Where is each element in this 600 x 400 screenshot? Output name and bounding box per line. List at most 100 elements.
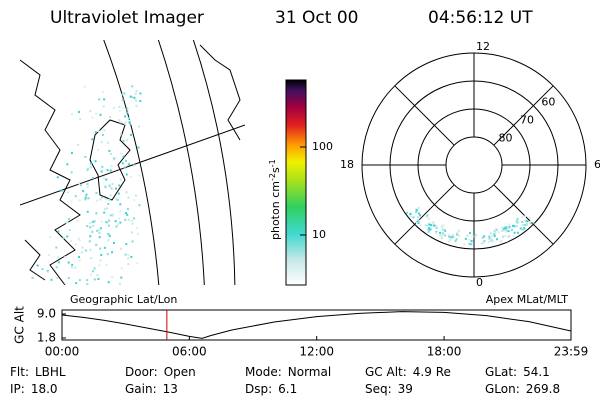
speckle	[47, 271, 50, 274]
info-field: GLat: 54.1	[485, 365, 550, 379]
speckle	[107, 203, 110, 206]
speckle	[137, 232, 140, 235]
speckle	[92, 270, 95, 273]
speckle	[84, 155, 87, 158]
speckle	[109, 194, 112, 197]
speckle	[89, 162, 92, 165]
ring-label: 80	[499, 131, 513, 144]
speckle	[103, 176, 106, 179]
aurora-speckle	[444, 229, 447, 232]
speckle	[127, 257, 130, 260]
speckle	[103, 129, 106, 132]
speckle	[99, 113, 102, 116]
x-tick-label: 18:00	[427, 345, 462, 359]
speckle	[130, 175, 133, 178]
field-label: Door:	[125, 365, 158, 379]
aurora-speckle	[466, 234, 469, 237]
speckle	[101, 196, 104, 199]
speckle	[119, 203, 122, 206]
field-value: 54.1	[523, 365, 550, 379]
speckle	[97, 278, 100, 281]
aurora-speckle	[449, 238, 452, 241]
speckle	[103, 98, 106, 101]
info-field: IP: 18.0	[10, 382, 58, 396]
aurora-speckle	[442, 224, 445, 227]
speckle	[105, 178, 108, 181]
polar-ring	[445, 136, 503, 194]
aurora-speckle	[481, 242, 484, 245]
speckle	[70, 171, 73, 174]
aurora-speckle	[441, 234, 444, 237]
speckle	[106, 169, 109, 172]
speckle	[101, 165, 104, 168]
speckle	[95, 243, 98, 246]
speckle	[126, 139, 129, 142]
aurora-speckle	[411, 215, 414, 218]
aurora-speckle	[496, 238, 499, 241]
speckle	[107, 141, 110, 144]
aurora-speckle	[500, 240, 503, 243]
speckle	[124, 115, 127, 118]
field-label: GC Alt:	[365, 365, 407, 379]
altitude-line	[61, 311, 572, 339]
speckle	[79, 118, 82, 121]
field-label: GLat:	[485, 365, 517, 379]
speckle	[91, 138, 94, 141]
speckle	[77, 237, 80, 240]
coastline	[199, 44, 241, 141]
speckle	[135, 194, 138, 197]
coastline	[20, 59, 81, 285]
speckle	[131, 85, 134, 88]
speckle	[127, 254, 130, 257]
speckle	[64, 282, 67, 285]
speckle	[107, 281, 110, 284]
speckle	[104, 198, 107, 201]
hour-label: 18	[340, 158, 354, 171]
aurora-speckle	[409, 215, 412, 218]
speckle	[134, 99, 137, 102]
altitude-plot: Geographic Lat/Lon Apex MLat/MLT GC Alt 1.8…	[13, 293, 589, 359]
speckle	[136, 262, 139, 265]
speckle	[120, 247, 123, 250]
aurora-speckle	[497, 231, 500, 234]
info-field: Seq: 39	[365, 382, 413, 396]
speckle	[71, 113, 74, 116]
speckle	[47, 254, 50, 257]
aurora-speckle	[428, 223, 431, 226]
speckle	[118, 109, 121, 112]
aurora-speckle	[481, 236, 484, 239]
speckle	[120, 152, 123, 155]
speckle	[118, 105, 121, 108]
speckle	[63, 256, 66, 259]
speckle	[74, 266, 77, 269]
aurora-speckle	[482, 242, 485, 245]
speckle	[111, 182, 114, 185]
aurora-speckle	[501, 229, 504, 232]
speckle	[55, 246, 58, 249]
aurora-speckle	[529, 220, 532, 223]
aurora-speckle	[409, 213, 412, 216]
aurora-speckle	[433, 223, 436, 226]
speckle	[86, 168, 89, 171]
speckle	[133, 217, 136, 220]
aurora-speckle	[447, 240, 450, 243]
aurora-speckle	[512, 235, 515, 238]
speckle	[112, 241, 115, 244]
speckle	[50, 278, 53, 281]
speckle	[123, 166, 126, 169]
aurora-speckle	[447, 233, 450, 236]
speckle	[65, 221, 68, 224]
aurora-speckle	[454, 240, 457, 243]
speckle	[139, 100, 142, 103]
speckle	[62, 236, 65, 239]
aurora-speckle	[505, 230, 508, 233]
speckle	[124, 253, 127, 256]
speckle	[138, 125, 141, 128]
speckle	[120, 276, 123, 279]
field-label: Dsp:	[245, 382, 272, 396]
aurora-speckle	[487, 241, 490, 244]
field-label: Seq:	[365, 382, 392, 396]
speckle	[66, 191, 69, 194]
aurora-speckle	[525, 220, 528, 223]
speckle	[130, 96, 133, 99]
